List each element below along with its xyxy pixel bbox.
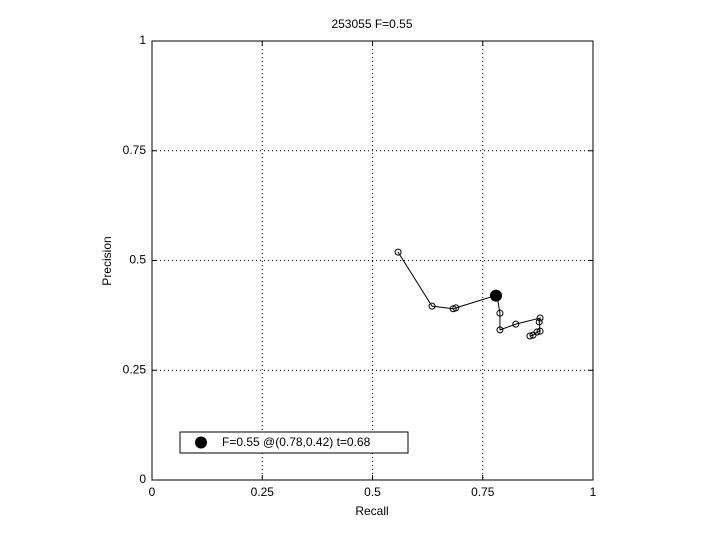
axes-frame — [151, 40, 594, 481]
y-tick-label: 0.25 — [123, 362, 147, 376]
legend-box — [179, 431, 409, 454]
x-axis-label: Recall — [355, 504, 388, 518]
y-axis-label: Precision — [100, 236, 114, 285]
best-point — [489, 289, 502, 302]
x-tick-label: 0.25 — [251, 485, 275, 499]
x-tick-label: 0.5 — [364, 485, 381, 499]
x-tick-label: 1 — [590, 485, 597, 499]
chart-title: 253055 F=0.55 — [331, 17, 412, 31]
point — [512, 320, 520, 328]
y-tick-label: 1 — [139, 33, 146, 47]
legend-marker — [195, 436, 207, 449]
point — [394, 248, 402, 256]
point — [452, 304, 460, 312]
legend-label: F=0.55 @(0.78,0.42) t=0.68 — [222, 435, 371, 449]
point — [536, 314, 544, 322]
x-tick-label: 0 — [149, 485, 156, 499]
point — [496, 326, 504, 334]
y-tick-label: 0.5 — [129, 253, 146, 267]
point — [496, 309, 504, 317]
point — [526, 332, 534, 340]
y-tick-label: 0.75 — [123, 143, 147, 157]
x-tick-label: 0.75 — [471, 485, 495, 499]
y-tick-label: 0 — [139, 472, 146, 486]
point — [529, 331, 537, 339]
point — [535, 318, 543, 326]
point — [536, 327, 544, 335]
point — [428, 302, 436, 310]
